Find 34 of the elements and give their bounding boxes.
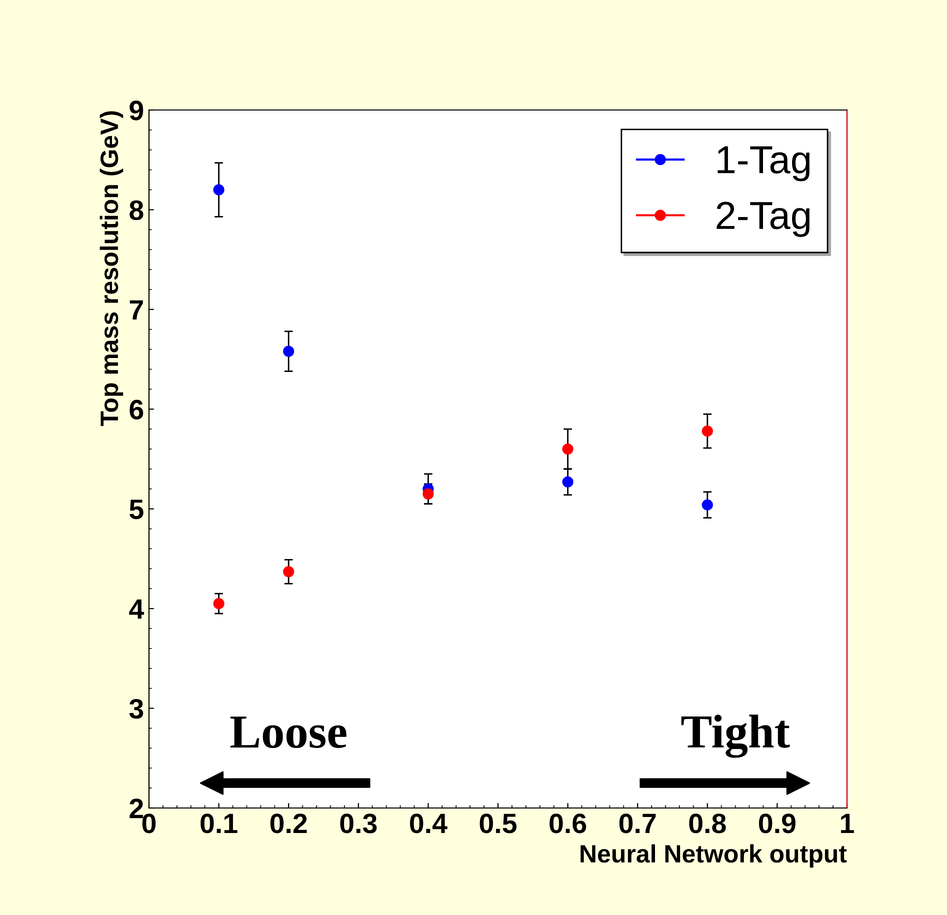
legend-label: 2-Tag: [716, 202, 810, 237]
x-tick-label: 0.4: [410, 814, 448, 834]
x-tick-label: 0.6: [550, 814, 586, 834]
point: [422, 488, 434, 500]
y-axis-title: Top mass resolution (GeV): [100, 111, 124, 426]
annotation: Loose: [230, 716, 346, 748]
annotation: Tight: [681, 714, 790, 758]
y-tick-label: 7: [130, 300, 143, 320]
y-tick-label: 5: [130, 500, 144, 520]
x-tick-label: 1: [841, 814, 854, 833]
legend-label: 1-Tag: [718, 146, 810, 182]
point: [213, 184, 224, 196]
y-tick-label: 6: [130, 400, 144, 420]
x-tick-label: 0.8: [689, 814, 726, 834]
x-tick-label: 0.3: [340, 814, 377, 834]
point: [213, 598, 224, 610]
point: [562, 476, 574, 488]
x-tick-label: 0: [142, 814, 156, 834]
y-tick-label: 9: [130, 100, 144, 120]
point: [702, 499, 713, 510]
point: [283, 346, 294, 357]
x-tick-label: 0.2: [270, 814, 307, 834]
y-tick-label: 8: [130, 200, 144, 220]
point: [283, 566, 294, 578]
y-tick-label: 4: [129, 600, 144, 619]
x-tick-label: 0.9: [758, 814, 796, 834]
x-tick-label: 0.5: [480, 814, 517, 834]
point: [562, 443, 574, 455]
y-tick-label: 2: [130, 798, 144, 818]
point: [702, 426, 713, 437]
x-tick-label: 0.7: [619, 814, 656, 834]
y-tick-label: 3: [129, 698, 144, 719]
x-tick-label: 0.1: [200, 814, 238, 834]
x-axis-title: Neural Network output: [580, 844, 847, 868]
